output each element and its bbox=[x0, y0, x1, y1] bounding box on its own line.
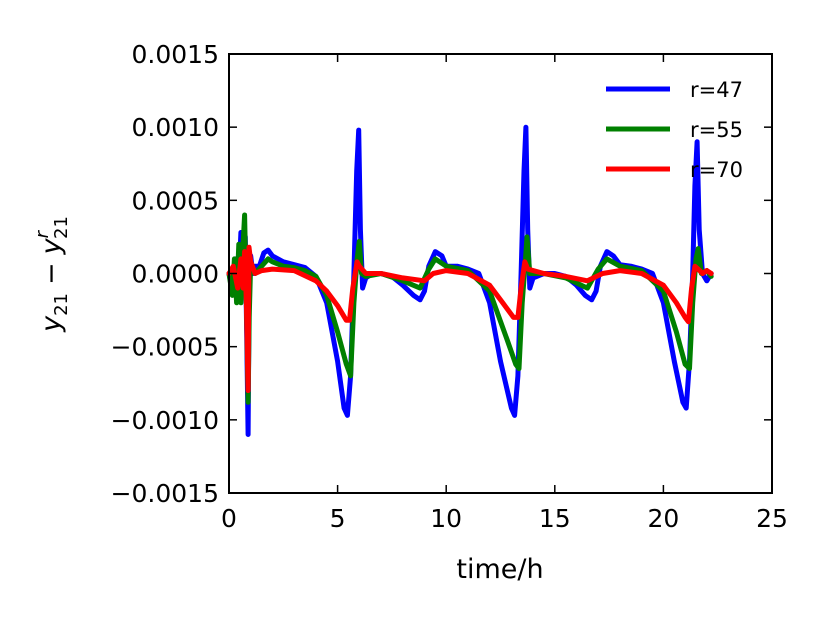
series-line-1 bbox=[226, 124, 714, 437]
y-label-main: y bbox=[36, 315, 67, 333]
series-line-2 bbox=[226, 212, 714, 405]
y-label-ref: y bbox=[36, 237, 67, 255]
y-tick-label: 0.0000 bbox=[132, 260, 219, 289]
legend-label-1: r=47 bbox=[690, 78, 743, 102]
x-tick-label: 10 bbox=[430, 504, 462, 533]
x-axis-ticks: 0 5 10 15 20 25 bbox=[221, 54, 788, 533]
y-tick-label: 0.0015 bbox=[132, 40, 219, 69]
y-axis-label: y21−yr21 bbox=[32, 216, 72, 333]
y-tick-label: 0.0010 bbox=[132, 113, 219, 142]
legend-label-3: r=70 bbox=[690, 158, 743, 182]
x-axis-label: time/h bbox=[456, 554, 543, 585]
x-tick-label: 5 bbox=[330, 504, 346, 533]
y-tick-label: −0.0005 bbox=[111, 333, 219, 362]
legend-label-2: r=55 bbox=[690, 118, 743, 142]
x-tick-label: 15 bbox=[539, 504, 571, 533]
y-tick-label: 0.0005 bbox=[132, 186, 219, 215]
legend: r=47 r=55 r=70 bbox=[606, 78, 743, 182]
y-label-main-sub: 21 bbox=[51, 293, 72, 316]
y-label-minus: − bbox=[36, 262, 67, 285]
y-tick-label: −0.0010 bbox=[111, 406, 219, 435]
x-tick-label: 20 bbox=[647, 504, 679, 533]
series-line-3 bbox=[226, 244, 714, 394]
x-tick-label: 0 bbox=[221, 504, 237, 533]
y-tick-label: −0.0015 bbox=[111, 479, 219, 508]
x-tick-label: 25 bbox=[756, 504, 788, 533]
y-axis-ticks: 0.0015 0.0010 0.0005 0.0000 −0.0005 −0.0010 −0… bbox=[111, 40, 772, 508]
y-label-ref-sup: r bbox=[32, 229, 53, 238]
y-label-ref-sub: 21 bbox=[51, 216, 72, 239]
